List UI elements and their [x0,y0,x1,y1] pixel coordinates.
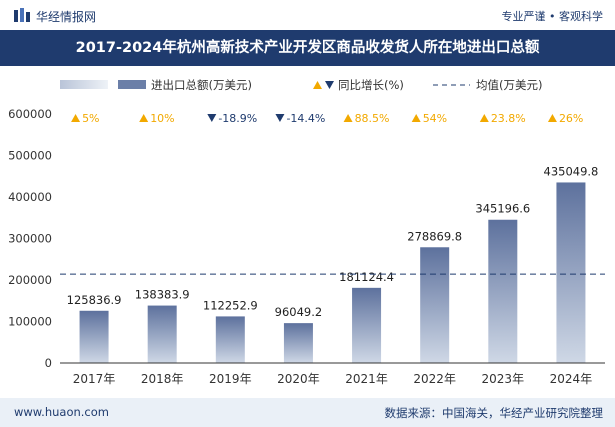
title-bar: 2017-2024年杭州高新技术产业开发区商品收发货人所在地进出口总额 [0,30,615,66]
legend-swatch-light [60,80,108,89]
bar [488,219,518,363]
bar [283,323,313,363]
footer-site[interactable]: www.huaon.com [14,405,109,419]
y-tick-label: 500000 [8,149,52,163]
bar [556,182,586,363]
bar-value-label: 435049.8 [544,164,599,178]
legend-down-triangle-icon [325,81,334,89]
x-tick-label: 2018年 [141,372,184,386]
x-tick-label: 2024年 [550,372,593,386]
bar [79,310,109,363]
x-tick-label: 2019年 [209,372,252,386]
legend-label-bar: 进出口总额(万美元) [151,78,252,92]
growth-up-triangle-icon [71,114,81,122]
growth-up-triangle-icon [139,114,149,122]
bar [147,305,177,363]
brand-name[interactable]: 华经情报网 [36,10,97,24]
tagline: 专业严谨 • 客观科学 [501,10,603,23]
growth-labels: 5% 10% -18.9% -14.4% 88.5% 54% 23.8% 26% [71,112,583,125]
y-tick-label: 600000 [8,107,52,121]
growth-label: 26% [559,112,583,125]
y-axis: 0 100000 200000 300000 400000 500000 600000 [8,107,52,370]
growth-label: -14.4% [286,112,325,125]
x-tick-label: 2023年 [482,372,525,386]
y-tick-label: 300000 [8,232,52,246]
brand-logo-icon [14,8,30,22]
y-tick-label: 100000 [8,315,52,329]
y-tick-label: 400000 [8,190,52,204]
growth-down-triangle-icon [275,114,285,122]
bar-value-label: 138383.9 [135,288,190,302]
x-axis: 2017年 2018年 2019年 2020年 2021年 2022年 2023年 2024年 [60,362,605,386]
growth-down-triangle-icon [207,114,217,122]
x-tick-label: 2022年 [413,372,456,386]
legend-up-triangle-icon [313,81,322,89]
growth-label: 5% [82,112,99,125]
bar [420,247,450,363]
growth-label: 54% [423,112,447,125]
growth-up-triangle-icon [411,114,421,122]
growth-label: 88.5% [355,112,390,125]
growth-up-triangle-icon [479,114,489,122]
bar-value-label: 125836.9 [67,293,122,307]
y-tick-label: 0 [45,356,52,370]
footer-source: 数据来源：中国海关，华经产业研究院整理 [384,406,604,420]
bar-value-label: 96049.2 [275,305,323,319]
bars: 125836.9 138383.9 112252.9 96049.2 181124.4 2… [67,164,599,363]
y-tick-label: 200000 [8,273,52,287]
legend-label-growth: 同比增长(%) [338,78,404,92]
chart: 进出口总额(万美元) 同比增长(%) 均值(万美元) 0 100000 200000… [8,78,605,386]
bar-value-label: 112252.9 [203,298,258,312]
footer: www.huaon.com 数据来源：中国海关，华经产业研究院整理 [0,398,615,427]
x-tick-label: 2017年 [73,372,116,386]
growth-up-triangle-icon [343,114,353,122]
legend: 进出口总额(万美元) 同比增长(%) 均值(万美元) [60,78,542,92]
growth-label: -18.9% [218,112,257,125]
legend-label-mean: 均值(万美元) [476,78,542,92]
bar [215,316,245,363]
growth-label: 10% [150,112,174,125]
growth-up-triangle-icon [547,114,557,122]
bar [352,287,382,363]
bar-value-label: 278869.8 [407,229,462,243]
bar-value-label: 345196.6 [475,202,530,216]
x-tick-label: 2020年 [277,372,320,386]
legend-swatch-bar [118,80,146,89]
growth-label: 23.8% [491,112,526,125]
chart-title: 2017-2024年杭州高新技术产业开发区商品收发货人所在地进出口总额 [75,40,540,56]
bar-value-label: 181124.4 [339,270,394,284]
top-bar: 华经情报网 专业严谨 • 客观科学 [0,0,615,30]
x-tick-label: 2021年 [345,372,388,386]
